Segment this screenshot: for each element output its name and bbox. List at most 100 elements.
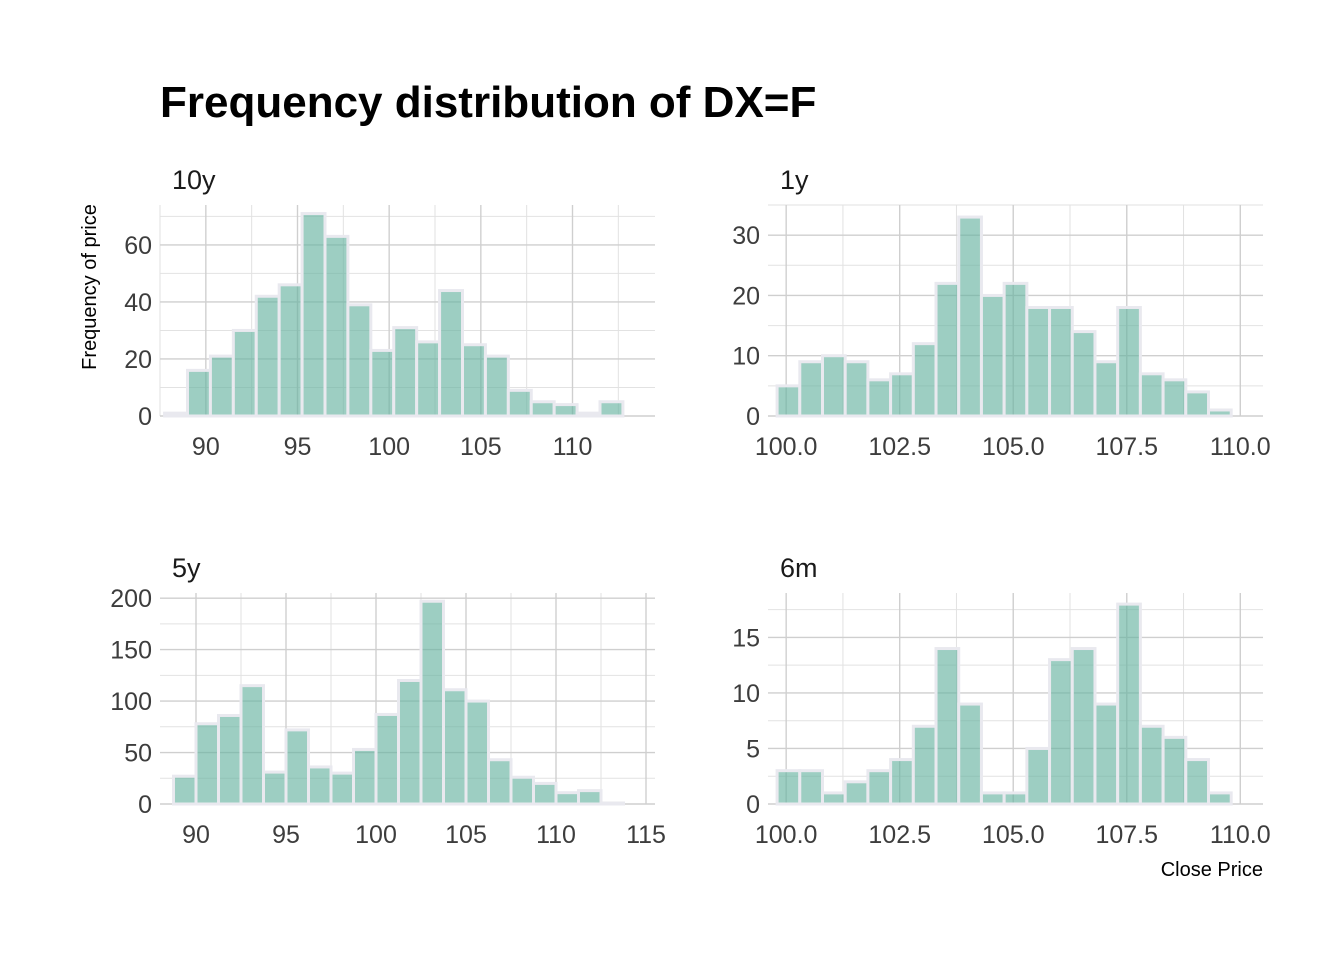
histogram-bar [1002, 791, 1029, 806]
x-tick-label: 105 [445, 821, 487, 849]
histogram-bar [979, 791, 1006, 806]
histogram-bar [775, 769, 802, 806]
histogram-bar [1161, 735, 1188, 806]
y-tick-label: 15 [732, 624, 760, 652]
histogram-bar [866, 378, 893, 418]
histogram-bar [483, 354, 510, 418]
histogram-bar [575, 411, 602, 418]
chart-title: Frequency distribution of DX=F [160, 78, 816, 127]
y-tick-label: 60 [124, 232, 152, 260]
histogram-bar [1138, 724, 1165, 806]
histogram-bar [217, 713, 243, 806]
panel-10y: 10y 90 95 100 105 110 0 20 40 60 [124, 165, 655, 461]
histogram-bar [1048, 658, 1074, 806]
histogram-bar [1161, 378, 1188, 418]
histogram-bar [1002, 281, 1029, 418]
y-tick-label: 10 [732, 343, 760, 371]
x-tick-label: 105 [460, 433, 502, 461]
facet-label: 5y [172, 553, 201, 583]
histogram-bar [307, 765, 333, 806]
histogram-bar [889, 372, 915, 418]
histogram-bar [529, 400, 556, 418]
histogram-bar [1207, 791, 1233, 806]
histogram-bar [979, 293, 1006, 418]
histogram-bar [461, 343, 487, 418]
histogram-bar [438, 289, 465, 418]
y-tick-label: 10 [732, 680, 760, 708]
histogram-bar [798, 360, 824, 418]
x-tick-label: 102.5 [868, 821, 931, 849]
x-tick-label: 100.0 [755, 821, 818, 849]
x-tick-label: 105.0 [982, 433, 1045, 461]
y-tick-label: 50 [124, 740, 152, 768]
histogram-bar [231, 328, 258, 418]
panel-5y: 5y 90 95 100 105 110 115 0 50 100 150 200 [110, 553, 666, 849]
histogram-bar [374, 712, 400, 806]
histogram-bar [172, 774, 198, 806]
histogram-bar [1116, 305, 1142, 418]
histogram-bar [352, 747, 378, 806]
x-tick-label: 110.0 [1210, 433, 1271, 461]
x-tick-label: 100 [368, 433, 410, 461]
histogram-bar [598, 400, 625, 418]
histogram-bar [552, 403, 579, 418]
y-tick-label: 0 [138, 403, 152, 431]
x-tick-label: 110 [553, 433, 593, 461]
panel-6m: 6m 100.0 102.5 105.0 107.5 110.0 0 5 10 15 [732, 553, 1270, 849]
histogram-bar [464, 699, 490, 806]
histogram-bar [775, 384, 802, 418]
y-tick-label: 40 [124, 289, 152, 317]
histogram-bar [506, 388, 533, 418]
histogram-bar [415, 340, 442, 418]
histogram-bar [599, 801, 625, 806]
x-axis-title: Close Price [1161, 859, 1263, 881]
histogram-bar [397, 678, 423, 806]
y-tick-label: 5 [746, 735, 760, 763]
histogram-bar [957, 702, 983, 806]
histogram-bar [1070, 330, 1097, 418]
histogram-bar [934, 281, 961, 418]
y-tick-label: 150 [110, 637, 152, 665]
y-tick-label: 200 [110, 585, 152, 613]
histogram-bar [346, 303, 373, 418]
x-tick-label: 105.0 [982, 821, 1045, 849]
histogram-bar [532, 781, 558, 806]
histogram-bar [323, 234, 350, 418]
histogram-bar [866, 769, 893, 806]
histogram-bar [186, 368, 212, 418]
histogram-bar [509, 775, 535, 806]
x-tick-label: 95 [272, 821, 300, 849]
histogram-bar [284, 728, 310, 806]
histogram-bar [277, 283, 304, 418]
histogram-bar [820, 354, 847, 418]
histogram-bar [820, 791, 847, 806]
histogram-bar [329, 771, 355, 806]
x-tick-label: 95 [284, 433, 312, 461]
histogram-bar [208, 354, 235, 418]
histogram-bar [957, 215, 983, 418]
y-axis-title: Frequency of price [79, 204, 101, 370]
histogram-bar [934, 647, 961, 806]
x-tick-label: 110.0 [1210, 821, 1271, 849]
histogram-bar [1184, 758, 1211, 806]
y-tick-label: 20 [732, 282, 760, 310]
histogram-bar [487, 758, 513, 806]
histogram-bar [1116, 602, 1142, 806]
x-tick-label: 90 [182, 821, 210, 849]
histogram-bar [1048, 305, 1074, 418]
histogram-bar [1207, 408, 1233, 418]
histogram-bar [194, 722, 220, 806]
histogram-bar [442, 688, 468, 806]
histogram-bar [843, 360, 870, 418]
histogram-bar [163, 411, 189, 418]
facet-label: 6m [780, 553, 818, 583]
x-tick-label: 115 [626, 821, 666, 849]
histogram-bar [369, 348, 396, 418]
histogram-bar [577, 789, 603, 806]
histogram-bar [911, 342, 938, 418]
y-tick-label: 0 [746, 403, 760, 431]
panel-1y: 1y 100.0 102.5 105.0 107.5 110.0 0 10 20 30 [732, 165, 1270, 461]
histogram-bar [254, 294, 281, 418]
